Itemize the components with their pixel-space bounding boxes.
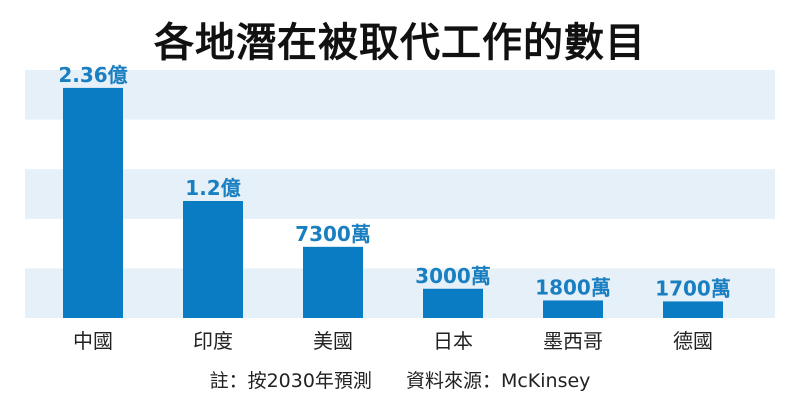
bar-1 bbox=[183, 201, 243, 318]
data-label: 1800萬 bbox=[535, 275, 611, 299]
data-label: 1.2億 bbox=[185, 176, 240, 200]
bar-4 bbox=[543, 300, 603, 318]
data-label: 7300萬 bbox=[295, 222, 371, 246]
data-label: 3000萬 bbox=[415, 264, 491, 288]
data-label: 1700萬 bbox=[655, 276, 731, 300]
bar-2 bbox=[303, 246, 363, 318]
grid-band bbox=[25, 169, 775, 219]
category-label: 美國 bbox=[313, 329, 353, 353]
bar-0 bbox=[63, 87, 123, 319]
footnote: 註：按2030年預測 資料來源：McKinsey bbox=[0, 366, 800, 393]
category-label: 墨西哥 bbox=[543, 329, 603, 353]
bar-5 bbox=[663, 301, 723, 318]
grid-band bbox=[25, 70, 775, 120]
category-label: 日本 bbox=[433, 329, 473, 353]
note-text: 註：按2030年預測 bbox=[209, 370, 372, 392]
source-text: 資料來源：McKinsey bbox=[405, 370, 591, 392]
category-label: 中國 bbox=[73, 329, 113, 353]
bar-3 bbox=[423, 288, 483, 318]
data-label: 2.36億 bbox=[58, 63, 127, 87]
category-label: 印度 bbox=[193, 329, 233, 353]
chart-title: 各地潛在被取代工作的數目 bbox=[154, 20, 646, 66]
grid-band bbox=[25, 268, 775, 318]
category-label: 德國 bbox=[673, 329, 713, 353]
